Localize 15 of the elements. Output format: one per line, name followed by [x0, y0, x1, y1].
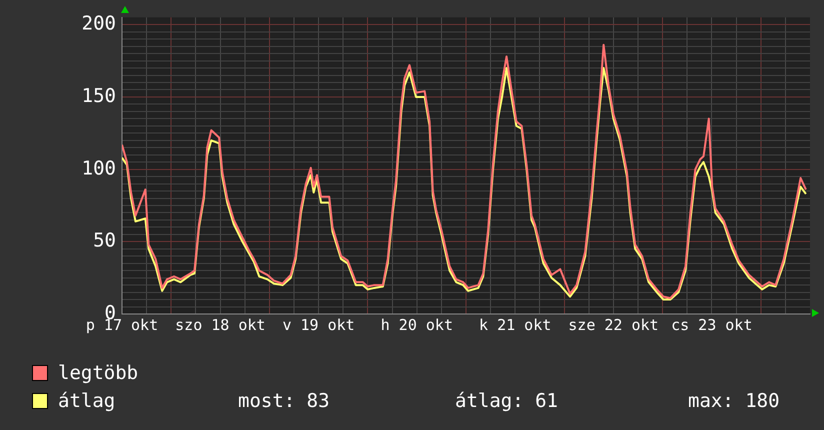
- x-tick-label: cs 23 okt: [671, 316, 752, 334]
- x-tick-label: h 20 okt: [380, 316, 453, 334]
- text: most: 83: [238, 390, 330, 412]
- text: átlag: 61: [455, 390, 558, 412]
- y-tick-label: 200: [82, 12, 116, 35]
- y-tick-label: 100: [82, 157, 116, 180]
- legend-label: legtöbb: [58, 362, 138, 384]
- y-tick-label: 150: [82, 84, 116, 107]
- x-tick-label: k 21 okt: [479, 316, 552, 334]
- legend-label: átlag: [58, 390, 116, 412]
- x-tick-label: sze 22 okt: [568, 316, 659, 334]
- x-tick-label: szo 18 okt: [175, 316, 266, 334]
- y-tick-label: 50: [93, 230, 116, 252]
- text: max: 180: [688, 390, 780, 412]
- x-tick-label: v 19 okt: [282, 316, 355, 334]
